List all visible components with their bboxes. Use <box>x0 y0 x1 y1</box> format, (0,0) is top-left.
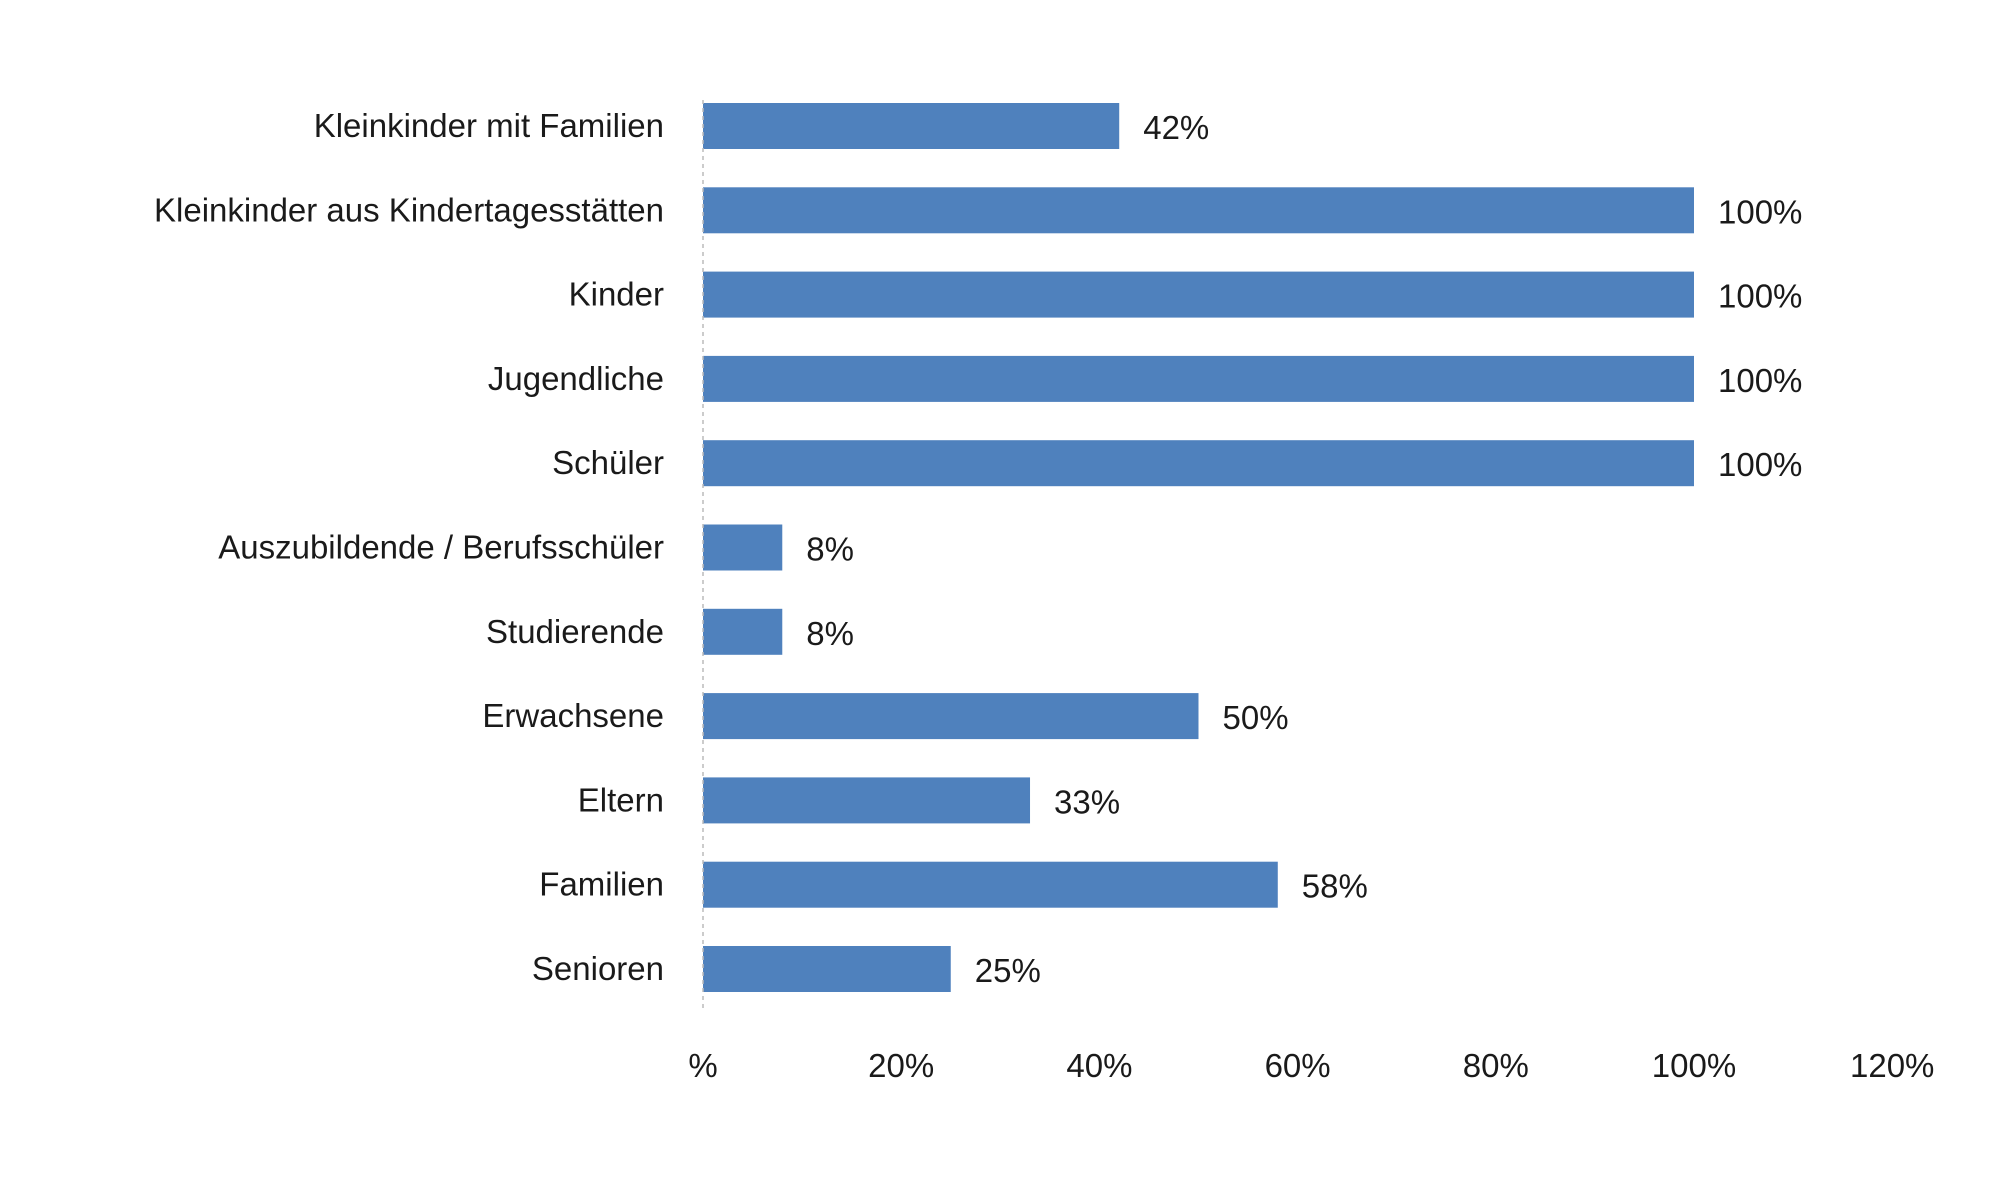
data-label: 100% <box>1718 278 1802 315</box>
bar <box>703 861 1278 908</box>
data-label: 33% <box>1054 783 1120 820</box>
data-label: 50% <box>1223 699 1289 736</box>
data-label: 100% <box>1718 362 1802 399</box>
x-tick-label: 120% <box>1850 1047 1934 1084</box>
bar <box>703 524 783 571</box>
bar <box>703 440 1694 487</box>
bar <box>703 946 951 992</box>
data-label: 42% <box>1143 109 1209 146</box>
category-label: Eltern <box>578 781 664 818</box>
x-tick-label: 20% <box>868 1047 934 1084</box>
bar <box>703 777 1031 824</box>
x-tick-label: 40% <box>1066 1047 1132 1084</box>
category-label: Schüler <box>552 444 664 481</box>
data-label: 25% <box>975 952 1041 989</box>
category-label: Kleinkinder mit Familien <box>314 107 664 144</box>
category-label: Jugendliche <box>488 360 664 397</box>
category-label: Studierende <box>486 613 664 650</box>
category-label: Kinder <box>569 276 664 313</box>
category-label: Familien <box>539 866 664 903</box>
data-label: 58% <box>1302 868 1368 905</box>
category-label: Auszubildende / Berufsschüler <box>218 529 664 566</box>
data-label: 100% <box>1718 446 1802 483</box>
category-label: Erwachsene <box>482 697 664 734</box>
bar <box>703 271 1694 318</box>
data-label: 8% <box>806 531 854 568</box>
data-label: 8% <box>806 615 854 652</box>
bar <box>703 355 1694 402</box>
category-label: Senioren <box>532 950 664 987</box>
category-label: Kleinkinder aus Kindertagesstätten <box>154 191 664 228</box>
data-label: 100% <box>1718 193 1802 230</box>
x-tick-label: 60% <box>1265 1047 1331 1084</box>
bar <box>703 693 1199 740</box>
x-tick-label: 100% <box>1652 1047 1736 1084</box>
bar <box>703 187 1694 234</box>
x-tick-label: % <box>688 1047 717 1084</box>
bar <box>703 608 783 655</box>
x-tick-label: 80% <box>1463 1047 1529 1084</box>
bar <box>703 103 1120 149</box>
